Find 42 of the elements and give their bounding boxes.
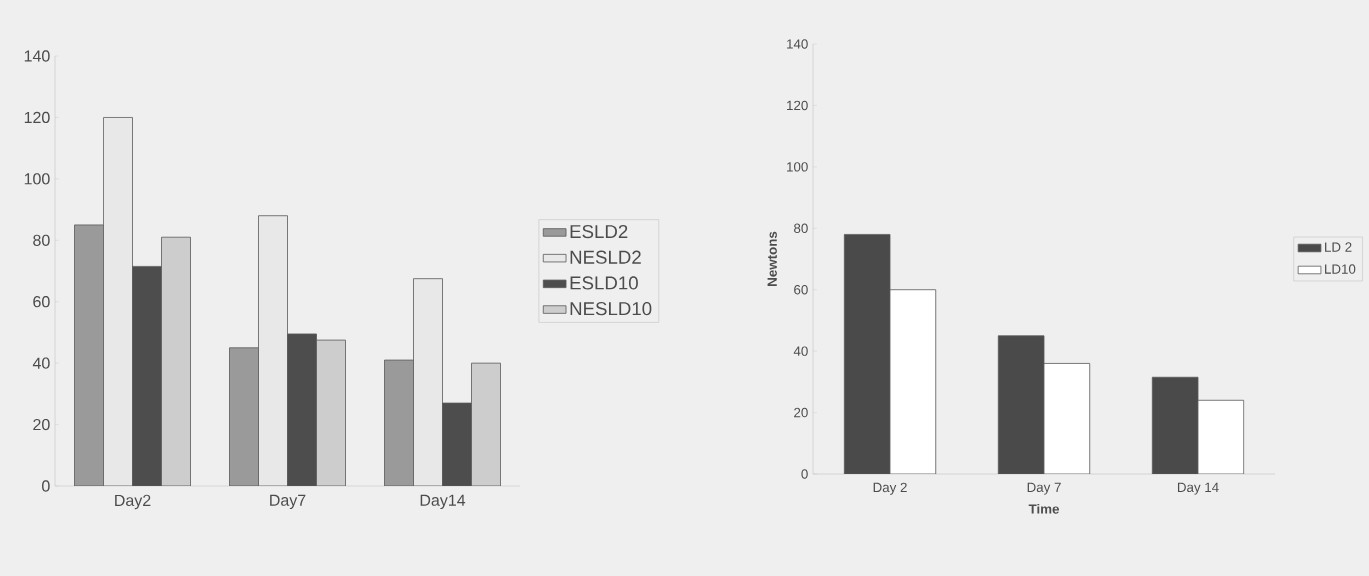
bar [74,224,104,486]
bar [889,289,937,474]
y-tick-label: 120 [787,100,808,111]
y-tick-label: 100 [24,173,50,185]
y-tick-label: 40 [793,346,808,356]
bar [229,347,259,486]
x-tick-label: Day 2 [873,482,907,495]
x-tick-label: Day 14 [1177,482,1219,495]
legend-label: LD 2 [1325,242,1352,252]
y-axis-title: Newtons [767,231,777,286]
bar [384,359,414,486]
bar [161,236,191,486]
y-tick-label: 100 [787,162,808,172]
y-tick-label: 0 [801,469,808,479]
bar [1043,363,1091,474]
x-tick-label: Day 7 [1027,482,1061,495]
y-tick-label: 20 [794,407,808,418]
bar [1151,376,1199,474]
legend-label: NESLD10 [570,302,652,316]
bar [997,335,1045,474]
y-tick-label: 60 [794,285,808,295]
y-tick-label: 80 [33,234,50,246]
x-axis-title: Time [1028,503,1059,514]
y-tick-label: 20 [33,418,50,431]
legend-label: LD10 [1325,264,1356,274]
legend-label: NESLD2 [570,250,641,264]
y-tick-label: 140 [24,50,50,62]
y-tick-label: 120 [24,111,50,124]
legend-label: ESLD2 [570,224,628,239]
x-tick-label: Day2 [115,494,151,510]
x-tick-label: Day7 [270,494,306,510]
y-tick-label: 0 [42,480,50,492]
y-tick-label: 40 [32,357,50,369]
y-tick-label: 60 [33,296,50,308]
bar [1197,399,1245,474]
bar [316,339,346,486]
bar [843,234,891,474]
bar [471,362,501,486]
legend-label: ESLD10 [570,276,638,290]
x-tick-label: Day14 [420,494,466,510]
y-tick-label: 140 [787,39,808,49]
y-tick-label: 80 [794,223,808,233]
